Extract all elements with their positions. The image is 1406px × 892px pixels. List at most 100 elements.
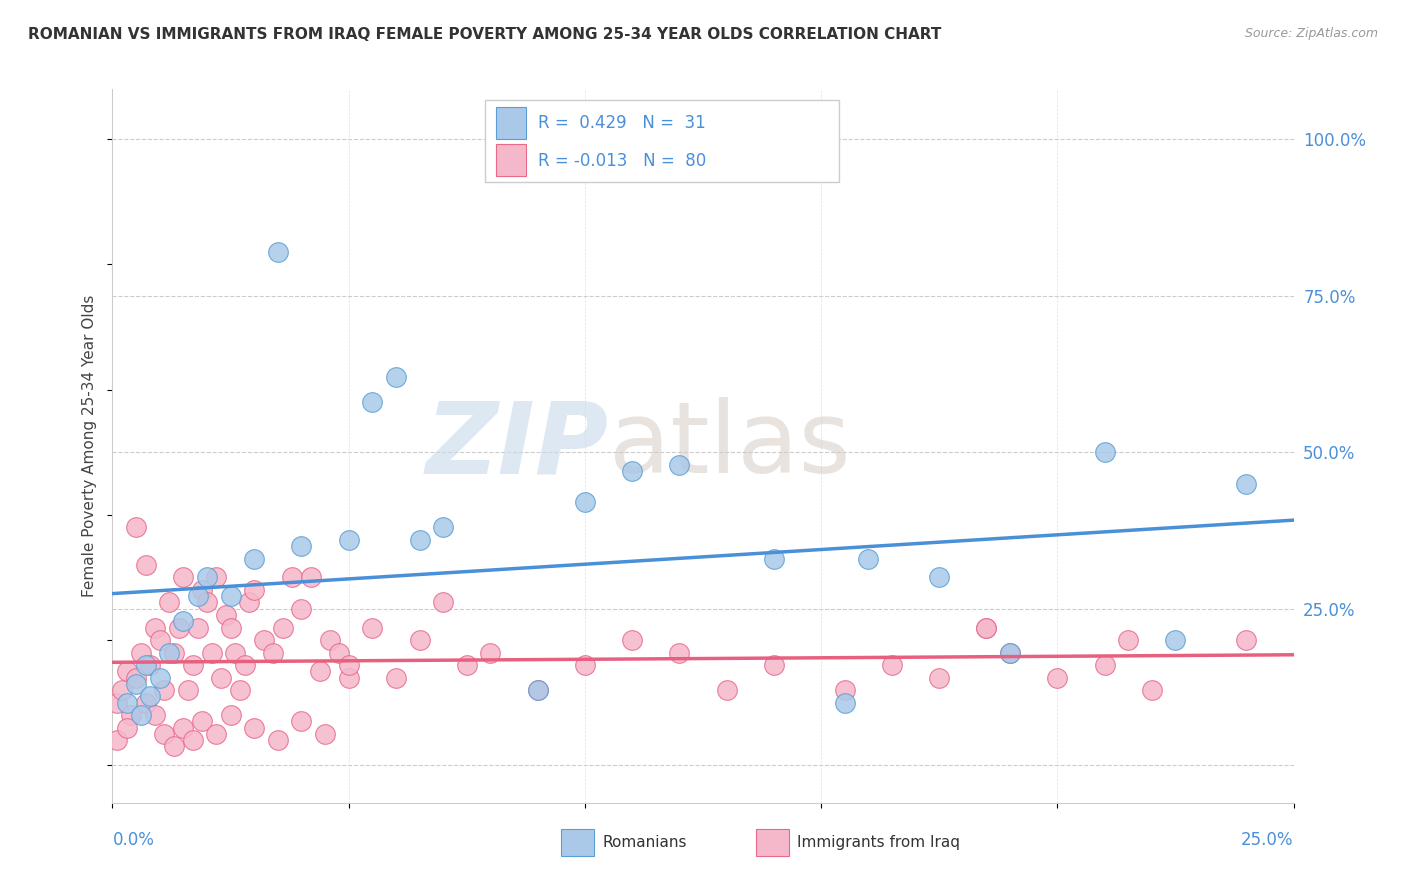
- Point: [219, 621, 242, 635]
- Point: [149, 671, 172, 685]
- Point: [201, 646, 224, 660]
- Point: [195, 570, 218, 584]
- Point: [143, 708, 166, 723]
- Point: [262, 646, 284, 660]
- Point: [157, 646, 180, 660]
- Point: [290, 601, 312, 615]
- Point: [157, 595, 180, 609]
- Point: [337, 533, 360, 547]
- Point: [408, 533, 430, 547]
- Point: [432, 520, 454, 534]
- Point: [1094, 658, 1116, 673]
- Point: [115, 696, 138, 710]
- Point: [143, 621, 166, 635]
- Point: [880, 658, 903, 673]
- Point: [621, 633, 644, 648]
- Point: [309, 665, 332, 679]
- Point: [209, 671, 232, 685]
- Point: [408, 633, 430, 648]
- FancyBboxPatch shape: [756, 830, 789, 856]
- Point: [1094, 445, 1116, 459]
- Point: [229, 683, 252, 698]
- Point: [385, 370, 408, 384]
- Point: [129, 646, 152, 660]
- Text: R = -0.013   N =  80: R = -0.013 N = 80: [537, 152, 706, 169]
- Point: [479, 646, 502, 660]
- Point: [105, 733, 128, 747]
- Point: [181, 733, 204, 747]
- Point: [120, 708, 142, 723]
- Point: [243, 721, 266, 735]
- Text: Immigrants from Iraq: Immigrants from Iraq: [797, 835, 960, 850]
- Point: [115, 721, 138, 735]
- Point: [172, 570, 194, 584]
- Point: [1164, 633, 1187, 648]
- Point: [1234, 633, 1257, 648]
- Point: [1140, 683, 1163, 698]
- Point: [998, 646, 1021, 660]
- Point: [762, 551, 785, 566]
- Point: [153, 683, 176, 698]
- Text: ROMANIAN VS IMMIGRANTS FROM IRAQ FEMALE POVERTY AMONG 25-34 YEAR OLDS CORRELATIO: ROMANIAN VS IMMIGRANTS FROM IRAQ FEMALE …: [28, 27, 942, 42]
- Point: [574, 495, 596, 509]
- Point: [205, 570, 228, 584]
- Point: [253, 633, 276, 648]
- Point: [716, 683, 738, 698]
- Text: 0.0%: 0.0%: [112, 831, 155, 849]
- Text: 25.0%: 25.0%: [1241, 831, 1294, 849]
- Text: atlas: atlas: [609, 398, 851, 494]
- Point: [668, 646, 690, 660]
- Point: [111, 683, 134, 698]
- Point: [238, 595, 260, 609]
- Point: [105, 696, 128, 710]
- Point: [928, 671, 950, 685]
- Point: [195, 595, 218, 609]
- Point: [125, 520, 148, 534]
- Point: [432, 595, 454, 609]
- Point: [243, 551, 266, 566]
- Point: [314, 727, 336, 741]
- Point: [186, 621, 208, 635]
- Point: [385, 671, 408, 685]
- Point: [191, 582, 214, 597]
- Point: [135, 558, 157, 572]
- Point: [834, 696, 856, 710]
- Point: [319, 633, 342, 648]
- Point: [243, 582, 266, 597]
- Point: [163, 739, 186, 754]
- Point: [668, 458, 690, 472]
- Point: [267, 733, 290, 747]
- Point: [186, 589, 208, 603]
- Point: [574, 658, 596, 673]
- Point: [163, 646, 186, 660]
- Point: [290, 714, 312, 729]
- Point: [205, 727, 228, 741]
- Point: [149, 633, 172, 648]
- Point: [526, 683, 548, 698]
- Point: [233, 658, 256, 673]
- Point: [1234, 476, 1257, 491]
- Point: [125, 677, 148, 691]
- Point: [976, 621, 998, 635]
- Point: [115, 665, 138, 679]
- Point: [834, 683, 856, 698]
- Point: [219, 708, 242, 723]
- Point: [172, 721, 194, 735]
- Text: R =  0.429   N =  31: R = 0.429 N = 31: [537, 114, 706, 132]
- Point: [177, 683, 200, 698]
- Point: [337, 658, 360, 673]
- Point: [762, 658, 785, 673]
- FancyBboxPatch shape: [485, 100, 839, 182]
- Text: Romanians: Romanians: [603, 835, 688, 850]
- Point: [361, 621, 384, 635]
- Point: [928, 570, 950, 584]
- Point: [181, 658, 204, 673]
- Point: [139, 658, 162, 673]
- Point: [290, 539, 312, 553]
- Point: [281, 570, 304, 584]
- Point: [224, 646, 246, 660]
- Point: [139, 690, 162, 704]
- Point: [299, 570, 322, 584]
- Point: [456, 658, 478, 673]
- Point: [153, 727, 176, 741]
